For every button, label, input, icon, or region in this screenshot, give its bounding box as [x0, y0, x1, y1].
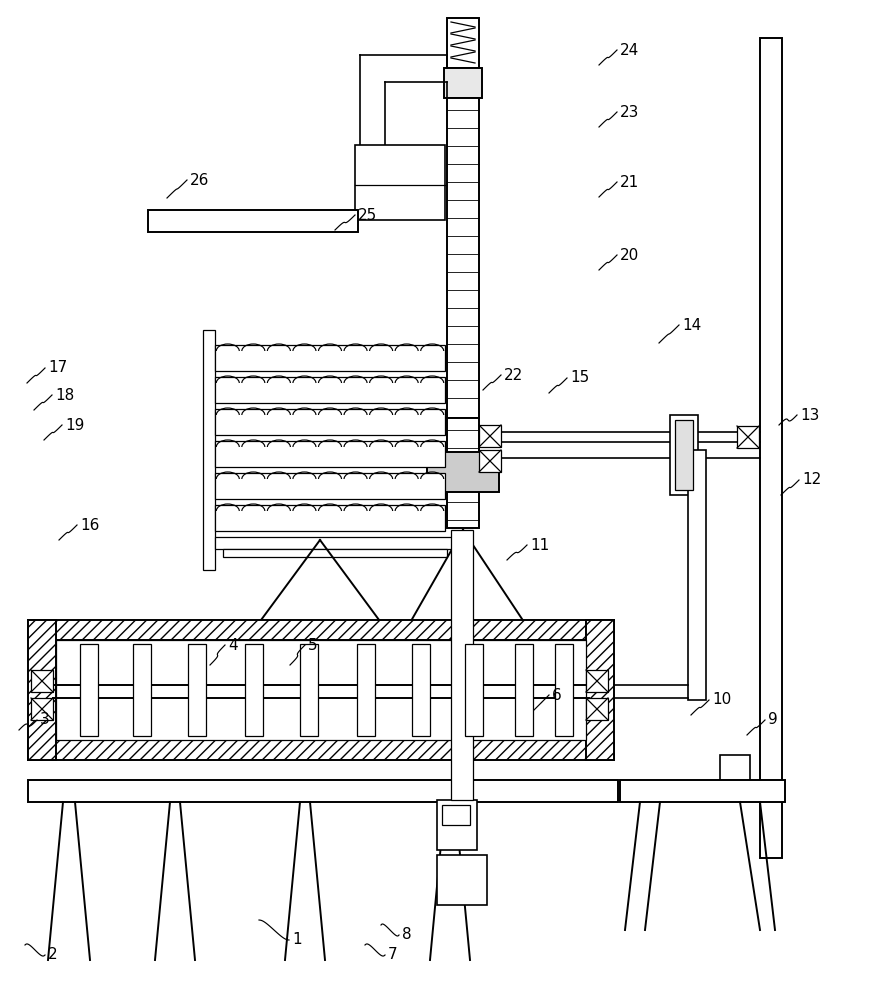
Text: 19: 19 [65, 418, 84, 432]
Text: 2: 2 [48, 947, 57, 962]
Bar [28, 620, 613, 640]
Bar [215, 409, 444, 435]
Bar [31, 670, 53, 692]
Text: 21: 21 [620, 175, 638, 190]
Text: 5: 5 [308, 638, 317, 652]
Text: 18: 18 [55, 387, 74, 402]
Bar [687, 450, 705, 700]
Text: 11: 11 [529, 538, 549, 552]
Text: 8: 8 [401, 927, 411, 942]
Bar [215, 345, 444, 371]
Text: 15: 15 [569, 370, 588, 385]
Bar [133, 644, 151, 736]
Text: 14: 14 [681, 318, 701, 332]
Bar [56, 640, 586, 740]
Bar [554, 644, 572, 736]
Bar [426, 452, 499, 492]
Bar [28, 780, 618, 802]
Text: 6: 6 [552, 688, 561, 702]
Bar [719, 755, 749, 800]
Bar [215, 505, 444, 531]
Text: 4: 4 [228, 638, 238, 652]
Text: 7: 7 [388, 947, 397, 962]
Bar [436, 800, 477, 850]
Bar [188, 644, 206, 736]
Bar [446, 418, 478, 528]
Text: 12: 12 [801, 473, 821, 488]
Text: 26: 26 [190, 173, 209, 188]
Bar [620, 780, 784, 802]
Text: 17: 17 [48, 360, 67, 375]
Bar [28, 620, 56, 760]
Bar [357, 644, 375, 736]
Text: 25: 25 [358, 208, 377, 223]
Bar [148, 210, 358, 232]
Text: 3: 3 [40, 712, 50, 727]
Bar [203, 330, 215, 570]
Bar [478, 450, 501, 472]
Text: 10: 10 [712, 692, 730, 708]
Bar [215, 473, 444, 499]
Bar [514, 644, 533, 736]
Text: 13: 13 [799, 408, 819, 422]
Bar [355, 145, 444, 220]
Bar [215, 537, 454, 549]
Bar [299, 644, 317, 736]
Bar [586, 698, 607, 720]
Bar [586, 670, 607, 692]
Text: 16: 16 [80, 518, 99, 532]
Bar [31, 698, 53, 720]
Bar [446, 18, 478, 68]
Text: 22: 22 [503, 367, 523, 382]
Bar [478, 425, 501, 447]
Text: 20: 20 [620, 247, 638, 262]
Bar [736, 426, 758, 448]
Text: 1: 1 [291, 932, 301, 947]
Bar [451, 530, 472, 800]
Bar [759, 38, 781, 858]
Bar [586, 620, 613, 760]
Bar [442, 805, 469, 825]
Bar [436, 855, 486, 905]
Bar [446, 98, 478, 418]
Text: 23: 23 [620, 105, 638, 120]
Bar [670, 415, 697, 495]
Bar [215, 441, 444, 467]
Bar [674, 420, 692, 490]
Bar [411, 644, 429, 736]
Text: 9: 9 [767, 712, 777, 727]
Bar [245, 644, 263, 736]
Bar [28, 740, 613, 760]
Bar [443, 68, 482, 98]
Text: 24: 24 [620, 43, 638, 58]
Bar [465, 644, 483, 736]
Bar [80, 644, 97, 736]
Bar [223, 549, 446, 557]
Bar [215, 377, 444, 403]
